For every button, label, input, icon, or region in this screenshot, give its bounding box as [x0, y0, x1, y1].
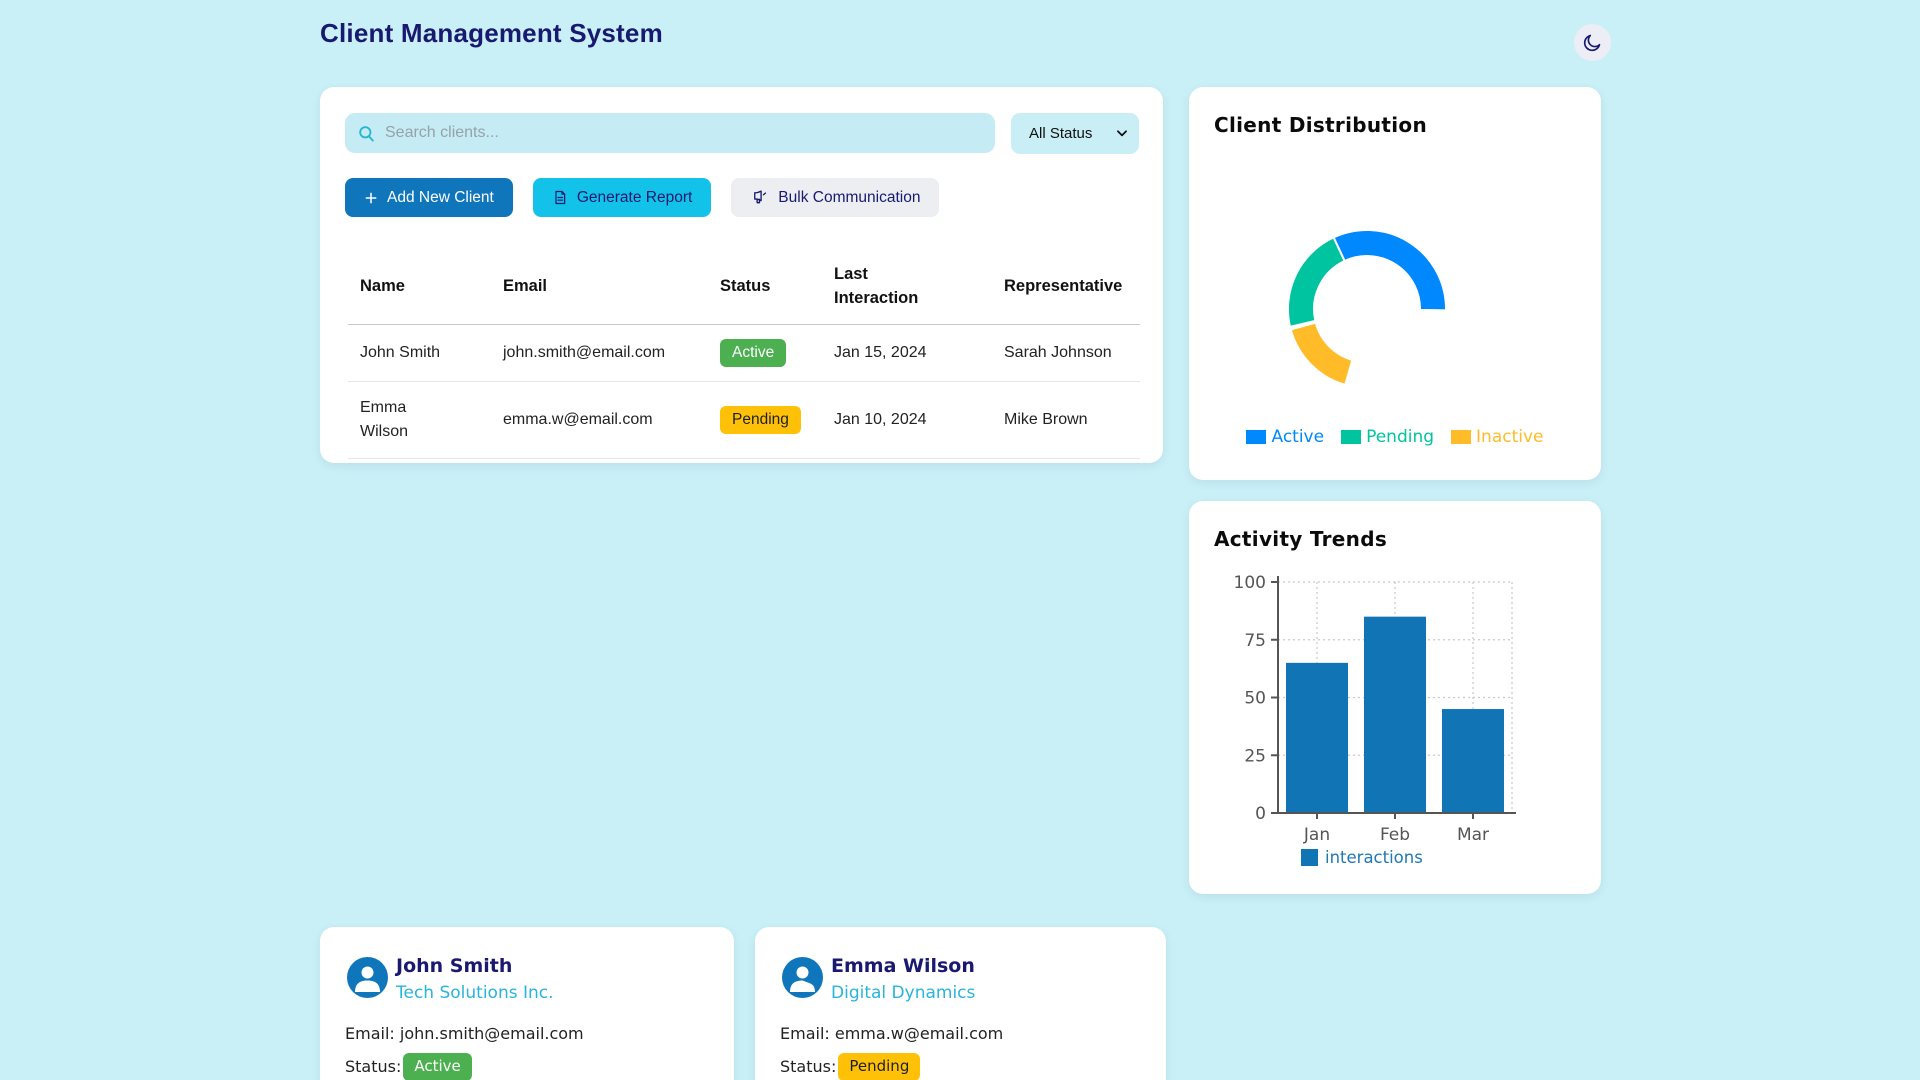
- bar-feb: [1364, 616, 1426, 813]
- status-badge: Pending: [720, 405, 801, 435]
- activity-trends-title: Activity Trends: [1214, 527, 1388, 551]
- x-tick-label: Mar: [1457, 825, 1489, 845]
- search-icon: [357, 124, 376, 143]
- client-email: Email: emma.w@email.com: [780, 1024, 1004, 1043]
- client-distribution-card: Client Distribution Active Pending Inactiv…: [1189, 87, 1601, 480]
- table-row: John Smith john.smith@email.com Active J…: [348, 324, 1140, 382]
- cell-status: Pending: [708, 381, 822, 458]
- clients-table-header-row: Name Email Status Last Interaction Repre…: [348, 250, 1140, 325]
- table-row: Emma Wilson emma.w@email.com Pending Jan…: [348, 381, 1140, 459]
- doughnut-segment-pending: [1287, 236, 1346, 329]
- activity-trends-card: Activity Trends 0 25 50 75 100 Jan Feb Mar inte…: [1189, 501, 1601, 894]
- cell-name: John Smith: [360, 343, 441, 361]
- doughnut-legend: Active Pending Inactive: [1189, 427, 1601, 447]
- status-badge: Active: [403, 1053, 472, 1080]
- cell-email: john.smith@email.com: [503, 343, 666, 361]
- bar-chart-legend: interactions: [1301, 848, 1423, 867]
- bulk-communication-button[interactable]: Bulk Communication: [731, 178, 940, 217]
- client-card: Emma Wilson Digital Dynamics Email: emma…: [755, 927, 1166, 1080]
- legend-swatch: [1341, 430, 1362, 444]
- status-filter-select[interactable]: All Status: [1011, 113, 1139, 154]
- column-header-name: Name: [360, 276, 405, 295]
- plus-icon: [364, 191, 378, 205]
- client-status-row: Status: Active: [345, 1053, 472, 1080]
- y-tick-label: 25: [1244, 746, 1266, 766]
- avatar: [782, 957, 823, 998]
- legend-item-inactive: Inactive: [1451, 427, 1544, 447]
- avatar: [347, 957, 388, 998]
- search-box: [345, 113, 995, 153]
- cell-name: Emma Wilson: [360, 398, 409, 440]
- doughnut-segment-active: [1332, 229, 1448, 312]
- generate-report-button[interactable]: Generate Report: [532, 178, 712, 217]
- bar-jan: [1286, 662, 1348, 813]
- client-distribution-doughnut-chart: [1287, 229, 1448, 387]
- activity-trends-bar-chart: 0 25 50 75 100 Jan Feb Mar: [1234, 573, 1516, 845]
- legend-swatch: [1451, 430, 1472, 444]
- legend-swatch: [1301, 849, 1318, 866]
- page-title: Client Management System: [320, 18, 663, 48]
- column-header-email: Email: [503, 276, 548, 295]
- column-header-status: Status: [720, 276, 771, 295]
- x-tick-label: Jan: [1303, 825, 1330, 845]
- cell-last-interaction: Jan 15, 2024: [834, 343, 927, 361]
- action-buttons: Add New Client Generate Report Bulk Comm…: [345, 178, 940, 217]
- x-tick-label: Feb: [1380, 825, 1410, 845]
- status-badge: Active: [720, 338, 787, 367]
- client-name: John Smith: [396, 955, 513, 977]
- legend-label: Pending: [1366, 427, 1435, 447]
- client-company-link[interactable]: Digital Dynamics: [831, 983, 976, 1003]
- column-header-last-interaction: Last Interaction: [834, 265, 919, 307]
- cell-representative: Mike Brown: [1004, 410, 1088, 428]
- document-icon: [552, 189, 568, 206]
- bar-mar: [1442, 709, 1504, 813]
- y-tick-label: 0: [1255, 804, 1266, 824]
- client-status-row: Status: Pending: [780, 1053, 921, 1080]
- megaphone-icon: [750, 188, 769, 207]
- legend-label: Active: [1271, 427, 1325, 447]
- moon-icon: [1582, 32, 1603, 53]
- clients-table: Name Email Status Last Interaction Repre…: [348, 250, 1140, 459]
- add-new-client-button[interactable]: Add New Client: [345, 178, 513, 217]
- legend-item-active: Active: [1246, 427, 1324, 447]
- cell-email: emma.w@email.com: [503, 410, 653, 428]
- client-name: Emma Wilson: [831, 955, 975, 977]
- y-tick-label: 50: [1244, 689, 1266, 709]
- y-tick-label: 75: [1244, 631, 1266, 651]
- column-header-representative: Representative: [1004, 276, 1123, 295]
- cell-status: Active: [708, 324, 822, 381]
- client-distribution-title: Client Distribution: [1214, 113, 1428, 137]
- doughnut-segment-inactive: [1289, 321, 1354, 387]
- status-badge: Pending: [838, 1053, 921, 1080]
- cell-representative: Sarah Johnson: [1004, 343, 1112, 361]
- search-input[interactable]: [385, 124, 983, 142]
- legend-label: interactions: [1325, 848, 1423, 867]
- cell-last-interaction: Jan 10, 2024: [834, 410, 927, 428]
- theme-toggle-button[interactable]: [1574, 24, 1611, 61]
- legend-label: Inactive: [1476, 427, 1544, 447]
- clients-panel: All Status Add New Client Gener: [320, 87, 1163, 463]
- client-email: Email: john.smith@email.com: [345, 1024, 584, 1043]
- legend-item-pending: Pending: [1341, 427, 1434, 447]
- legend-swatch: [1246, 430, 1267, 444]
- y-tick-label: 100: [1234, 573, 1266, 593]
- status-filter: All Status: [1011, 113, 1139, 154]
- client-card: John Smith Tech Solutions Inc. Email: jo…: [320, 927, 734, 1080]
- client-company-link[interactable]: Tech Solutions Inc.: [396, 983, 554, 1003]
